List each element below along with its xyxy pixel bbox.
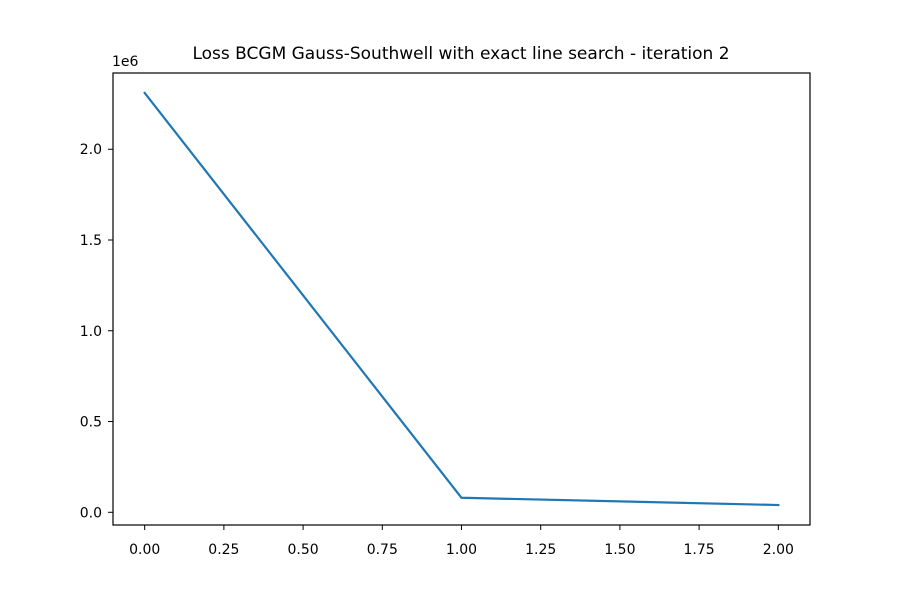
y-axis: 0.0 0.5 1.0 1.5 2.0	[80, 142, 113, 521]
y-tick-label: 0.5	[80, 415, 102, 431]
x-tick-label: 0.25	[208, 542, 239, 558]
plot-area-frame	[112, 72, 811, 526]
x-tick-label: 0.50	[288, 542, 319, 558]
y-tick-label: 0.0	[80, 505, 102, 521]
chart-title: Loss BCGM Gauss-Southwell with exact lin…	[192, 44, 729, 64]
y-axis-offset-label: 1e6	[112, 54, 139, 70]
x-tick-label: 1.50	[604, 542, 635, 558]
x-tick-label: 0.75	[367, 542, 398, 558]
x-tick-label: 2.00	[763, 542, 794, 558]
y-tick-label: 2.0	[80, 142, 102, 158]
x-tick-label: 1.25	[525, 542, 556, 558]
y-tick-label: 1.5	[80, 233, 102, 249]
y-tick-label: 1.0	[80, 324, 102, 340]
x-tick-label: 0.00	[129, 542, 160, 558]
series-layer	[143, 91, 780, 507]
x-tick-label: 1.75	[684, 542, 715, 558]
x-axis: 0.00 0.25 0.50 0.75 1.00 1.25 1.50 1.75 2.00	[129, 525, 794, 558]
series-line	[143, 91, 780, 507]
x-tick-label: 1.00	[446, 542, 477, 558]
